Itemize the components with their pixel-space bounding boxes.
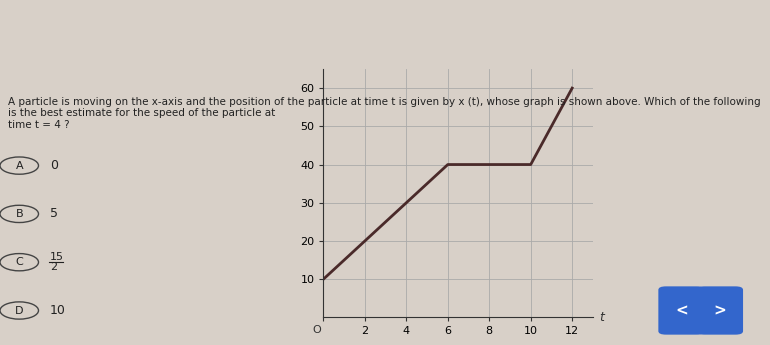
Text: A particle is moving on the x-axis and the position of the particle at time t is: A particle is moving on the x-axis and t…: [8, 97, 760, 130]
Text: A: A: [15, 161, 23, 170]
Text: 0: 0: [50, 159, 58, 172]
Text: <: <: [675, 303, 688, 318]
Text: O: O: [313, 325, 322, 335]
Text: 15: 15: [50, 252, 64, 262]
Text: C: C: [15, 257, 23, 267]
Text: D: D: [15, 306, 24, 315]
Text: 5: 5: [50, 207, 58, 220]
Text: $t$: $t$: [599, 311, 607, 324]
Text: B: B: [15, 209, 23, 219]
Text: >: >: [714, 303, 726, 318]
Text: 10: 10: [50, 304, 66, 317]
Text: 2: 2: [50, 263, 57, 272]
